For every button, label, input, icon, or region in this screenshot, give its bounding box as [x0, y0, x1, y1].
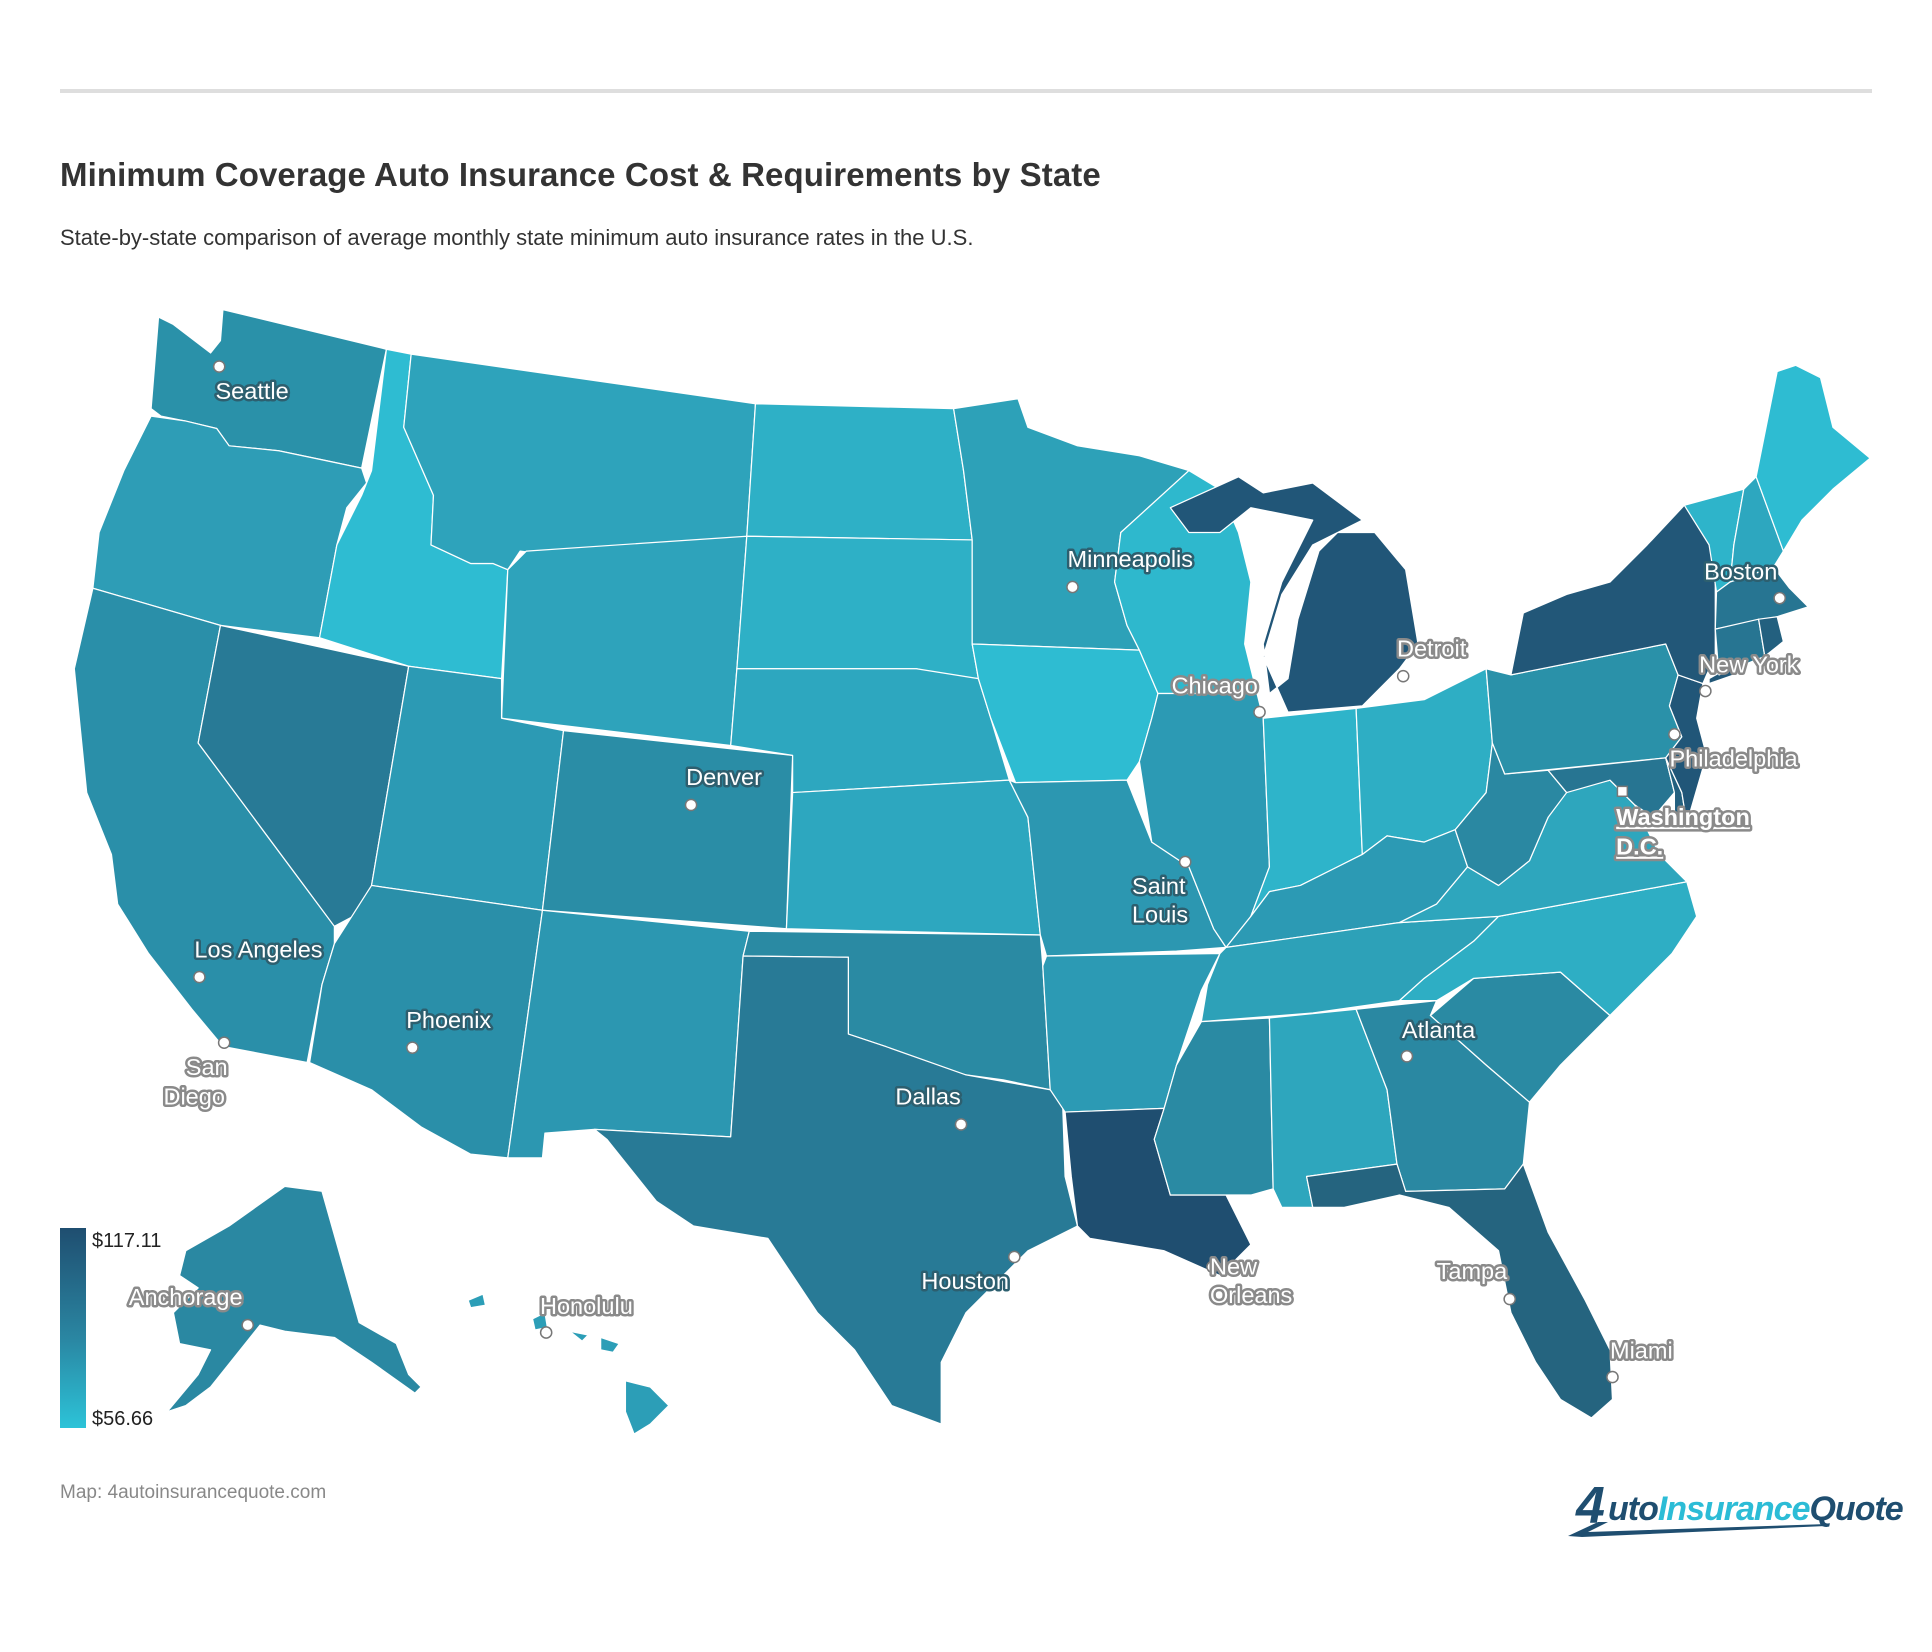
city-marker-washington-dc[interactable] [1616, 785, 1629, 798]
state-CO[interactable] [541, 730, 794, 930]
state-TX[interactable] [593, 955, 1079, 1425]
city-marker-anchorage[interactable] [241, 1318, 255, 1332]
city-marker-atlanta[interactable] [1400, 1050, 1414, 1063]
city-label-philadelphia: Philadelphia [1669, 746, 1798, 772]
logo-swoosh-icon [1568, 1522, 1828, 1537]
city-label-dc: D.C. [1616, 833, 1663, 859]
city-marker-saint-louis[interactable] [1178, 855, 1192, 869]
city-label-los-angeles: Los Angeles [194, 936, 322, 962]
city-marker-chicago[interactable] [1253, 705, 1266, 719]
logo-word-auto: uto [1608, 1490, 1659, 1528]
city-marker-san-diego[interactable] [217, 1036, 231, 1050]
city-label-new-york: New York [1699, 651, 1799, 677]
city-marker-seattle[interactable] [212, 360, 226, 373]
logo-wordmark: utoInsuranceQuote [1608, 1490, 1904, 1529]
city-markers [193, 360, 1786, 1384]
brand-logo[interactable]: 4 utoInsuranceQuote [1568, 1477, 1904, 1538]
page-title: Minimum Coverage Auto Insurance Cost & R… [60, 156, 1101, 193]
logo-word-insurance: Insurance [1657, 1490, 1811, 1528]
logo-four-glyph: 4 [1576, 1477, 1605, 1535]
state-OR[interactable] [92, 415, 368, 639]
state-ME[interactable] [1755, 364, 1871, 552]
state-SD[interactable] [736, 535, 980, 680]
city-label-honolulu: Honolulu [540, 1293, 633, 1319]
state-AK[interactable] [166, 1185, 422, 1413]
state-FL[interactable] [1305, 1163, 1614, 1419]
city-marker-miami[interactable] [1606, 1370, 1619, 1384]
map-source-credit: Map: 4autoinsurancequote.com [60, 1482, 327, 1503]
city-label-seattle: Seattle [215, 378, 288, 404]
city-marker-new-orleans[interactable] [1206, 1260, 1219, 1274]
legend-min-label: $56.66 [92, 1408, 154, 1430]
city-label-san: San [186, 1054, 228, 1080]
state-NC[interactable] [1398, 881, 1698, 1017]
city-marker-tampa[interactable] [1503, 1292, 1517, 1306]
state-ND[interactable] [746, 403, 973, 541]
city-label-saint: Saint [1132, 873, 1186, 899]
city-marker-dallas[interactable] [954, 1118, 968, 1131]
state-WY[interactable] [500, 535, 748, 747]
city-label-tampa: Tampa [1437, 1258, 1509, 1284]
state-KS[interactable] [785, 779, 1041, 936]
city-label-new: New [1210, 1253, 1258, 1279]
state-RI[interactable] [1757, 616, 1785, 657]
city-label-phoenix: Phoenix [406, 1007, 491, 1033]
state-MI[interactable] [1169, 476, 1419, 713]
state-NM[interactable] [507, 909, 750, 1159]
state-NJ[interactable] [1665, 674, 1708, 825]
city-label-washington: Washington [1616, 804, 1750, 830]
city-marker-minneapolis[interactable] [1066, 580, 1079, 594]
city-marker-denver[interactable] [684, 798, 698, 812]
city-label-detroit: Detroit [1397, 635, 1467, 661]
city-label-orleans: Orleans [1210, 1282, 1292, 1308]
city-marker-houston[interactable] [1007, 1250, 1021, 1264]
city-marker-boston[interactable] [1773, 591, 1786, 605]
top-divider [60, 89, 1872, 93]
state-MO[interactable] [1008, 779, 1227, 957]
city-marker-detroit[interactable] [1396, 669, 1410, 683]
page-subtitle: State-by-state comparison of average mon… [60, 225, 974, 250]
city-label-louis: Louis [1132, 902, 1188, 928]
city-marker-phoenix[interactable] [406, 1041, 419, 1054]
city-label-miami: Miami [1610, 1338, 1673, 1364]
legend-max-label: $117.11 [92, 1230, 162, 1252]
city-marker-philadelphia[interactable] [1668, 728, 1681, 741]
city-label-minneapolis: Minneapolis [1068, 546, 1194, 572]
city-label-diego: Diego [163, 1084, 224, 1110]
city-label-houston: Houston [921, 1268, 1009, 1294]
city-marker-los-angeles[interactable] [193, 970, 206, 984]
city-label-boston: Boston [1704, 559, 1777, 585]
city-marker-honolulu[interactable] [539, 1326, 553, 1339]
city-label-denver: Denver [686, 764, 762, 790]
city-label-anchorage: Anchorage [129, 1284, 243, 1310]
city-label-chicago: Chicago [1172, 672, 1258, 698]
city-labels: Seattle Minneapolis Boston Detroit Chica… [126, 375, 1801, 1366]
city-marker-new-york[interactable] [1699, 684, 1712, 698]
city-label-dallas: Dallas [895, 1084, 960, 1110]
city-label-atlanta: Atlanta [1402, 1017, 1476, 1043]
states [73, 308, 1871, 1435]
legend-color-scale [60, 1228, 86, 1428]
logo-word-quote: Quote [1809, 1490, 1903, 1528]
